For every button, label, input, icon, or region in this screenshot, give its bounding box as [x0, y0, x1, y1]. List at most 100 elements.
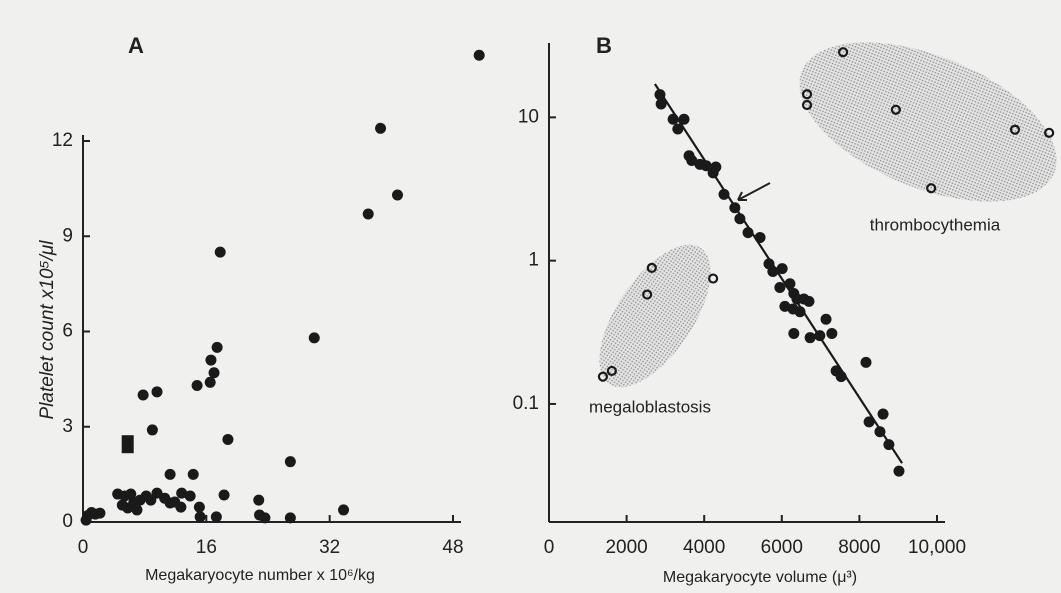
panel-label: B — [596, 33, 612, 58]
point — [222, 433, 234, 445]
point — [893, 465, 905, 477]
point — [211, 341, 223, 353]
point — [860, 356, 872, 368]
y-tick-label: 3 — [62, 416, 73, 437]
point — [877, 408, 889, 420]
point — [210, 511, 222, 523]
point — [259, 512, 271, 524]
point — [686, 155, 698, 167]
point — [176, 487, 188, 499]
point — [710, 161, 722, 173]
point — [654, 89, 666, 101]
point — [597, 371, 609, 382]
point — [667, 113, 679, 125]
y-tick-label: 0 — [62, 511, 73, 532]
point — [131, 504, 143, 516]
point — [208, 367, 220, 379]
point — [1009, 124, 1021, 135]
point — [80, 514, 92, 526]
point — [606, 365, 617, 377]
point — [883, 439, 895, 451]
point — [801, 89, 813, 100]
point — [473, 49, 485, 61]
point — [788, 328, 800, 340]
y-tick-label: 0.1 — [513, 393, 539, 414]
point — [218, 489, 230, 501]
point — [392, 189, 403, 201]
fit-line — [654, 83, 904, 464]
point — [214, 246, 226, 258]
point — [187, 468, 199, 480]
point — [284, 456, 296, 468]
point — [776, 263, 788, 275]
x-tick-label: 4000 — [683, 537, 725, 558]
point — [678, 113, 690, 125]
x-tick-label: 32 — [319, 537, 340, 558]
point — [700, 160, 712, 172]
x-tick-label: 8000 — [838, 537, 880, 558]
point — [718, 188, 730, 200]
x-tick-label: 48 — [442, 537, 463, 558]
point — [146, 424, 158, 436]
point — [1044, 127, 1055, 138]
point — [121, 435, 134, 454]
y-tick-label: 10 — [518, 106, 539, 127]
thrombocythemia-region — [799, 42, 1057, 202]
point — [874, 426, 886, 438]
point — [803, 295, 815, 307]
y-tick-label: 6 — [62, 321, 73, 342]
x-axis-label: Megakaryocyte volume (μ³) — [663, 569, 857, 586]
point — [835, 371, 847, 383]
point — [94, 507, 106, 519]
point — [253, 494, 265, 506]
point — [774, 281, 786, 293]
y-tick-label: 1 — [528, 250, 539, 271]
point — [767, 266, 779, 278]
point — [184, 490, 196, 502]
point — [820, 313, 832, 325]
point — [838, 47, 849, 58]
point — [708, 273, 719, 284]
arrow — [737, 182, 771, 201]
megaloblastosis-region — [599, 244, 711, 388]
point — [308, 332, 320, 344]
point — [191, 379, 203, 391]
x-tick-label: 0 — [78, 537, 89, 558]
point — [826, 328, 838, 340]
point — [734, 213, 746, 225]
point — [642, 289, 653, 300]
x-tick-label: 10,000 — [908, 537, 966, 558]
point — [164, 497, 176, 509]
point — [729, 202, 741, 214]
point — [784, 278, 796, 290]
point — [742, 227, 754, 239]
point — [204, 376, 216, 388]
point — [151, 386, 163, 398]
point — [205, 354, 217, 366]
x-tick-label: 0 — [544, 537, 555, 558]
point — [672, 123, 684, 135]
y-tick-label: 12 — [52, 130, 73, 151]
point — [794, 306, 806, 318]
point — [801, 99, 813, 111]
region-label: megaloblastosis — [589, 397, 711, 416]
point — [137, 389, 149, 401]
x-tick-label: 16 — [196, 537, 217, 558]
y-axis-label: Platelet count x10⁵/μl — [37, 240, 58, 420]
y-tick-label: 9 — [62, 225, 73, 246]
point — [164, 468, 176, 480]
point — [175, 501, 187, 513]
x-axis-label: Megakaryocyte number x 10⁶/kg — [145, 567, 375, 584]
point — [362, 208, 374, 220]
point — [193, 501, 205, 513]
point — [655, 98, 667, 110]
point — [194, 511, 206, 523]
panel-label: A — [128, 33, 144, 58]
point — [754, 232, 766, 244]
x-tick-label: 6000 — [761, 537, 803, 558]
region-label: thrombocythemia — [870, 215, 1001, 234]
point — [338, 504, 350, 516]
point — [375, 122, 387, 134]
